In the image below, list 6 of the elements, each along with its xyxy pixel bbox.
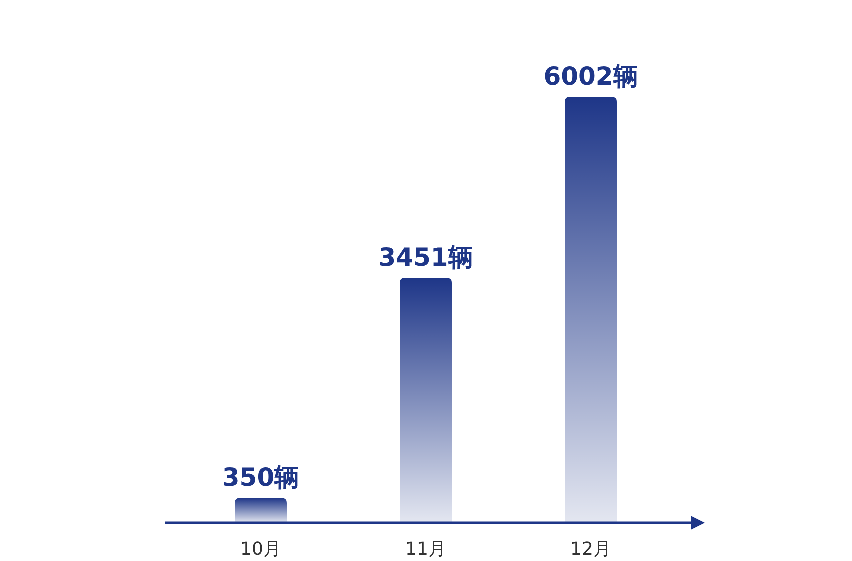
x-tick-label: 10月 (240, 539, 282, 560)
data-label: 350辆 (222, 463, 300, 492)
x-tick-label: 11月 (406, 539, 446, 560)
data-label: 3451辆 (378, 243, 474, 272)
x-tick-label: 12月 (570, 539, 612, 560)
data-label: 6002辆 (544, 62, 638, 91)
